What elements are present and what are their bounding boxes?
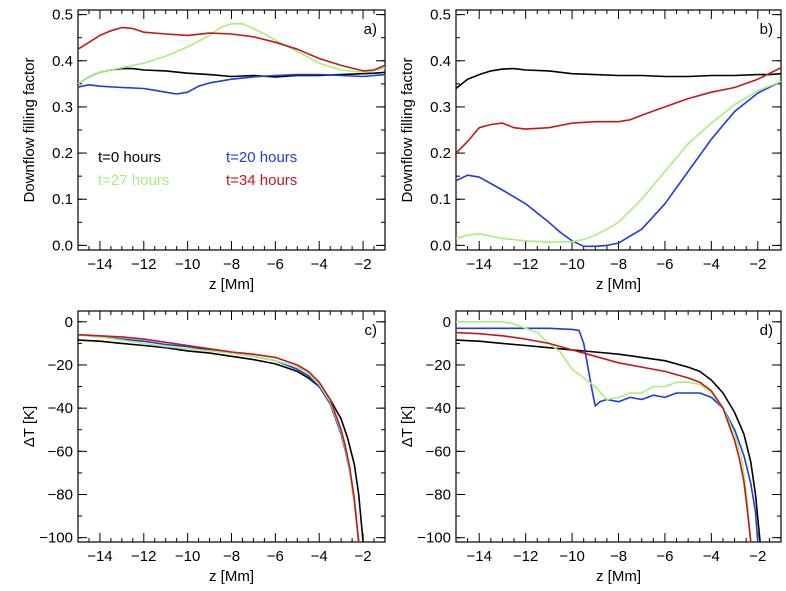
y-tick-label: 0.0 xyxy=(430,237,451,254)
x-tick-label: −6 xyxy=(656,548,673,565)
y-tick-label: 0.5 xyxy=(430,7,451,24)
x-tick-label: −14 xyxy=(87,256,112,273)
y-tick-label: 0 xyxy=(65,314,73,331)
x-tick-label: −12 xyxy=(513,548,538,565)
x-tick-label: −2 xyxy=(749,548,766,565)
x-axis-label: z [Mm] xyxy=(596,276,641,293)
x-tick-label: −14 xyxy=(466,256,491,273)
y-axis-label: ΔT [K] xyxy=(21,406,38,447)
y-axis-label: ΔT [K] xyxy=(399,406,416,447)
y-tick-label: −60 xyxy=(426,443,451,460)
x-tick-label: −8 xyxy=(223,256,240,273)
y-tick-label: −100 xyxy=(39,530,73,547)
series-line xyxy=(78,26,385,72)
x-tick-label: −12 xyxy=(513,256,538,273)
x-tick-label: −12 xyxy=(131,548,156,565)
y-tick-label: −40 xyxy=(48,400,73,417)
series-line xyxy=(456,66,781,154)
y-tick-label: 0.5 xyxy=(52,7,73,24)
panel-label: c) xyxy=(365,322,378,339)
y-tick-label: 0.3 xyxy=(430,99,451,116)
y-tick-label: 0.4 xyxy=(52,53,73,70)
y-tick-label: −20 xyxy=(426,357,451,374)
y-tick-label: −100 xyxy=(417,530,451,547)
x-tick-label: −8 xyxy=(223,548,240,565)
y-tick-label: 0 xyxy=(443,314,451,331)
x-tick-label: −4 xyxy=(311,548,328,565)
x-tick-label: −6 xyxy=(267,256,284,273)
series-line xyxy=(456,327,759,542)
series-line xyxy=(456,67,781,90)
plot-frame xyxy=(455,9,782,251)
y-tick-label: 0.1 xyxy=(430,191,451,208)
y-axis-label: Downflow filling factor xyxy=(21,57,38,202)
legend-entry: t=20 hours xyxy=(226,149,297,166)
series-line xyxy=(78,333,360,542)
x-tick-label: −6 xyxy=(267,548,284,565)
series-line xyxy=(78,23,385,85)
x-tick-label: −2 xyxy=(355,256,372,273)
series-line xyxy=(456,339,761,542)
x-tick-label: −10 xyxy=(559,256,584,273)
series-line xyxy=(456,321,752,542)
legend-entry: t=34 hours xyxy=(226,172,297,189)
y-tick-label: 0.1 xyxy=(52,191,73,208)
x-tick-label: −12 xyxy=(131,256,156,273)
panel-a: −14 −12 −10 −8 −6 −4 −2 0.0 0.1 0.2 0.3 0.4 0.5 z [Mm… xyxy=(21,7,386,293)
x-tick-label: −6 xyxy=(656,256,673,273)
series-line xyxy=(456,80,781,248)
series-line xyxy=(456,331,752,542)
x-tick-label: −4 xyxy=(311,256,328,273)
y-tick-label: 0.4 xyxy=(430,53,451,70)
y-tick-label: −80 xyxy=(48,487,73,504)
x-tick-label: −10 xyxy=(175,548,200,565)
x-tick-label: −14 xyxy=(87,548,112,565)
x-tick-label: −2 xyxy=(749,256,766,273)
y-tick-label: 0.2 xyxy=(430,145,451,162)
x-axis-label: z [Mm] xyxy=(209,568,254,585)
x-tick-label: −10 xyxy=(175,256,200,273)
plot-frame xyxy=(77,9,386,251)
x-tick-label: −4 xyxy=(703,548,720,565)
x-tick-label: −2 xyxy=(355,548,372,565)
x-tick-label: −10 xyxy=(559,548,584,565)
series-line xyxy=(78,333,360,542)
legend-entry: t=0 hours xyxy=(98,149,161,166)
x-tick-label: −4 xyxy=(703,256,720,273)
y-tick-label: −20 xyxy=(48,357,73,374)
y-tick-label: −80 xyxy=(426,487,451,504)
series-line xyxy=(78,333,360,542)
y-tick-label: −60 xyxy=(48,443,73,460)
panel-label: a) xyxy=(364,21,377,38)
panel-label: d) xyxy=(760,322,773,339)
y-tick-label: 0.3 xyxy=(52,99,73,116)
y-tick-label: 0.2 xyxy=(52,145,73,162)
series-line xyxy=(78,73,385,95)
panel-label: b) xyxy=(760,21,773,38)
panel-b: −14 −12 −10 −8 −6 −4 −2 0.0 0.1 0.2 0.3 0.4 0.5 z [Mm… xyxy=(399,7,782,293)
x-axis-label: z [Mm] xyxy=(596,568,641,585)
x-tick-label: −8 xyxy=(610,256,627,273)
x-tick-label: −8 xyxy=(610,548,627,565)
y-tick-label: 0.0 xyxy=(52,237,73,254)
legend-entry: t=27 hours xyxy=(98,172,169,189)
series-line xyxy=(456,80,781,243)
x-tick-label: −14 xyxy=(466,548,491,565)
y-axis-label: Downflow filling factor xyxy=(399,57,416,202)
x-axis-label: z [Mm] xyxy=(209,276,254,293)
y-tick-label: −40 xyxy=(426,400,451,417)
series-line xyxy=(78,339,364,542)
